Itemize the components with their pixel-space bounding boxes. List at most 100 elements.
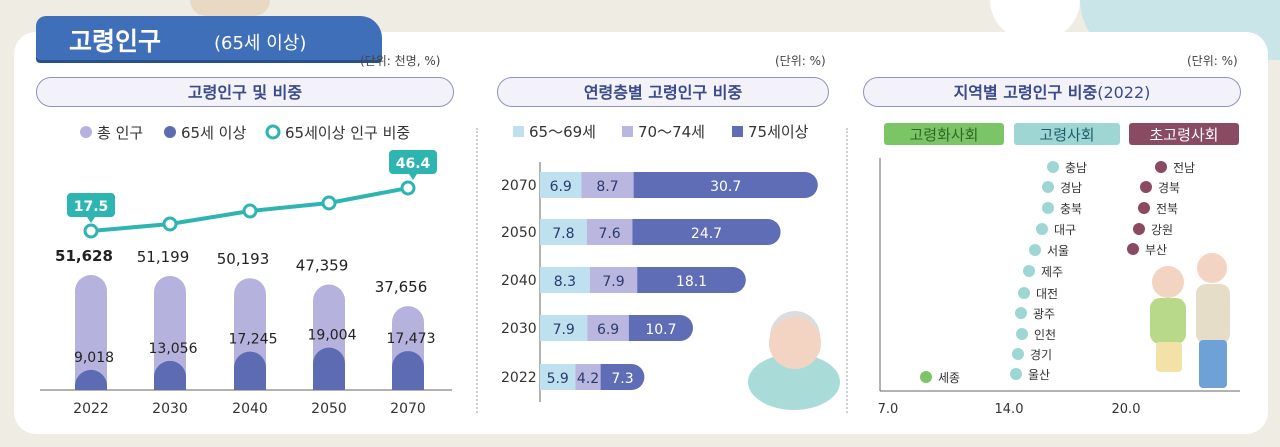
bar-total (154, 275, 186, 390)
region-point (1138, 202, 1150, 214)
region-point (1140, 181, 1152, 193)
region-point (1023, 265, 1035, 277)
decor-couple-body-1 (1150, 298, 1186, 344)
bar-elderly (313, 347, 345, 390)
panel2-unit: (단위: %) (775, 54, 826, 68)
region-point (1015, 307, 1027, 319)
region-point (1047, 161, 1059, 173)
bar-segment (633, 172, 818, 198)
region-label: 경기 (1030, 348, 1052, 362)
decor-couple-head-1 (1152, 266, 1184, 298)
y-tick-label: 2050 (501, 225, 537, 241)
decor-figure-left (190, 0, 270, 16)
legend-marker-elderly (164, 126, 176, 138)
bar-segment (637, 267, 746, 293)
bar-value-label: 18.1 (676, 274, 707, 290)
ratio-callout (67, 193, 115, 223)
bar-value-label: 7.3 (611, 371, 633, 387)
region-label: 전남 (1173, 161, 1195, 175)
legend-marker-age (622, 126, 633, 137)
x-tick-label: 7.0 (878, 402, 899, 417)
x-tick-label: 20.0 (1112, 402, 1141, 417)
decor-person-hair (770, 311, 820, 336)
x-tick-label: 2070 (390, 401, 426, 417)
legend-label-age: 75세이상 (748, 123, 809, 141)
category-tag (1014, 123, 1120, 145)
y-tick-label: 2070 (501, 178, 537, 194)
region-point (1012, 348, 1024, 360)
x-tick-label: 2022 (73, 401, 109, 417)
x-tick-label: 14.0 (995, 402, 1024, 417)
region-point (1016, 328, 1028, 340)
bar-elderly (392, 351, 424, 390)
bar-value-label: 24.7 (691, 226, 722, 242)
data-label-elderly: 17,473 (387, 331, 436, 347)
decor-couple-legs-2 (1199, 340, 1227, 388)
region-label: 울산 (1028, 368, 1050, 382)
data-label-elderly: 19,004 (308, 328, 357, 344)
region-label: 경북 (1158, 181, 1180, 195)
data-label-elderly: 9,018 (74, 350, 114, 366)
region-point (1036, 223, 1048, 235)
bar-segment (628, 315, 693, 341)
legend-marker-ratio (265, 124, 281, 140)
region-label: 대전 (1036, 287, 1058, 301)
bar-elderly (75, 369, 107, 390)
region-label: 광주 (1033, 307, 1055, 321)
decor-couple-body-2 (1196, 284, 1230, 344)
bar-value-label: 30.7 (710, 179, 741, 195)
region-point (1010, 368, 1022, 380)
category-tag-label: 초고령사회 (1149, 126, 1218, 144)
bar-segment (581, 172, 634, 198)
bar-segment (540, 267, 590, 293)
legend-label-age: 65～69세 (529, 123, 596, 141)
ratio-point (400, 180, 416, 196)
bar-segment (575, 364, 601, 390)
region-point (920, 371, 932, 383)
data-label-total: 47,359 (296, 257, 349, 275)
category-tag (884, 123, 1004, 145)
data-label-total: 37,656 (375, 278, 428, 296)
decor-couple-skirt-1 (1156, 342, 1182, 372)
ratio-point (321, 195, 337, 211)
data-label-elderly: 17,245 (229, 332, 278, 348)
bar-segment (587, 315, 629, 341)
category-tag-label: 고령사회 (1039, 126, 1094, 144)
legend-marker-age (513, 126, 524, 137)
x-tick-label: 2040 (232, 401, 268, 417)
y-tick-label: 2040 (501, 273, 537, 289)
decor-person-body (748, 354, 840, 410)
region-label: 세종 (938, 371, 960, 385)
legend-label-elderly: 65세 이상 (181, 124, 246, 142)
page-title: 고령인구 (69, 27, 162, 56)
legend-marker-total (80, 126, 92, 138)
region-label: 대구 (1054, 223, 1076, 237)
bar-value-label: 7.8 (552, 226, 574, 242)
panel3-title: 지역별 고령인구 비중 (953, 83, 1098, 102)
region-point (1042, 202, 1054, 214)
x-tick-label: 2050 (311, 401, 347, 417)
bar-elderly (234, 351, 266, 390)
region-point (1127, 243, 1139, 255)
panel3-title-suffix: (2022) (1097, 83, 1151, 102)
region-label: 부산 (1145, 243, 1167, 257)
bar-segment (600, 364, 645, 390)
bar-value-label: 6.9 (550, 179, 572, 195)
region-label: 인천 (1034, 327, 1056, 342)
region-point (1029, 244, 1041, 256)
region-label: 충남 (1065, 161, 1087, 175)
category-tag-label: 고령화사회 (909, 126, 978, 144)
data-label-total: 51,628 (55, 247, 113, 265)
region-label: 경남 (1060, 181, 1082, 195)
bar-total (75, 275, 107, 390)
bar-elderly (154, 360, 186, 390)
region-label: 서울 (1047, 244, 1069, 258)
decor-person-head (769, 317, 821, 369)
bar-value-label: 8.7 (596, 179, 618, 195)
region-point (1133, 223, 1145, 235)
data-label-total: 51,199 (137, 248, 190, 266)
region-point (1042, 181, 1054, 193)
data-label-total: 50,193 (217, 250, 270, 268)
